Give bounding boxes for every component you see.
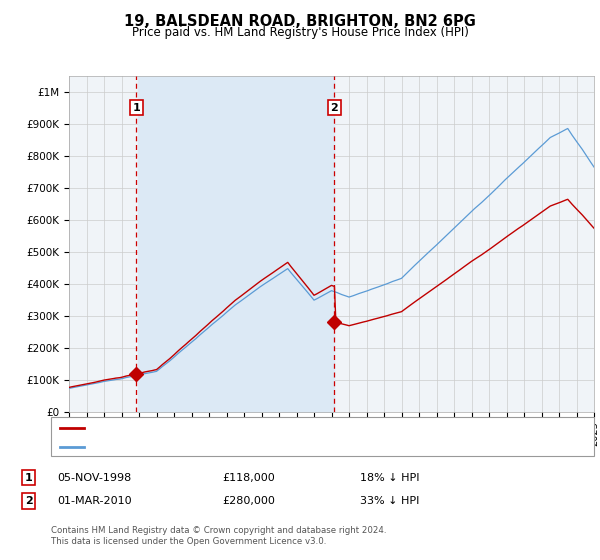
Text: 2: 2 — [25, 496, 32, 506]
Text: 18% ↓ HPI: 18% ↓ HPI — [360, 473, 419, 483]
Text: HPI: Average price, detached house, Brighton and Hove: HPI: Average price, detached house, Brig… — [90, 442, 380, 451]
Text: 1: 1 — [25, 473, 32, 483]
Text: 33% ↓ HPI: 33% ↓ HPI — [360, 496, 419, 506]
Text: 2: 2 — [331, 102, 338, 113]
Text: Price paid vs. HM Land Registry's House Price Index (HPI): Price paid vs. HM Land Registry's House … — [131, 26, 469, 39]
Text: 05-NOV-1998: 05-NOV-1998 — [57, 473, 131, 483]
Text: 19, BALSDEAN ROAD, BRIGHTON, BN2 6PG: 19, BALSDEAN ROAD, BRIGHTON, BN2 6PG — [124, 14, 476, 29]
Text: £280,000: £280,000 — [222, 496, 275, 506]
Text: Contains HM Land Registry data © Crown copyright and database right 2024.
This d: Contains HM Land Registry data © Crown c… — [51, 526, 386, 546]
Text: £118,000: £118,000 — [222, 473, 275, 483]
Text: 01-MAR-2010: 01-MAR-2010 — [57, 496, 131, 506]
Text: 1: 1 — [133, 102, 140, 113]
Text: 19, BALSDEAN ROAD, BRIGHTON, BN2 6PG (detached house): 19, BALSDEAN ROAD, BRIGHTON, BN2 6PG (de… — [90, 423, 409, 433]
